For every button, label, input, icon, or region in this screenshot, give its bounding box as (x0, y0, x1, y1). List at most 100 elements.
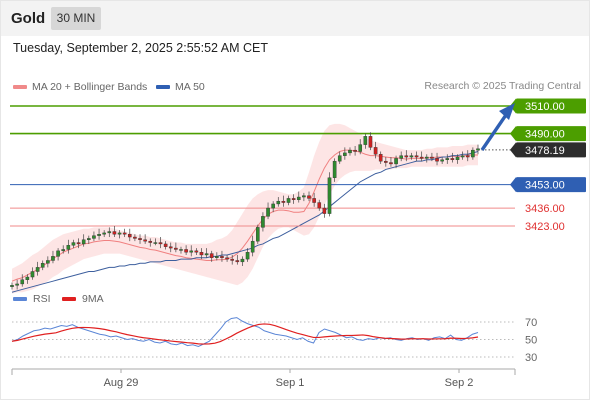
candle-body (168, 246, 173, 249)
candle-body (30, 271, 35, 278)
rsi-ma-swatch-icon (62, 297, 76, 301)
rsi-line (11, 317, 479, 348)
header-bar: Gold 30 MIN (0, 0, 590, 36)
candle-body (337, 155, 342, 162)
candle-body (51, 256, 55, 261)
candle-body (220, 256, 224, 258)
rsi-tick-label: 50 (525, 335, 537, 347)
candle-body (230, 258, 234, 261)
candle-body (56, 250, 60, 257)
candle-body (76, 242, 81, 245)
bollinger-band (12, 123, 478, 294)
candle-body (435, 158, 439, 162)
candle-body (133, 236, 137, 239)
candle-body (66, 245, 71, 250)
candle-body (35, 267, 40, 272)
candle-body (240, 258, 245, 263)
candle-body (476, 148, 480, 151)
x-axis-label: Sep 2 (445, 377, 474, 389)
support-label: 3436.00 (525, 203, 565, 215)
candle-body (204, 253, 209, 256)
candle-body (15, 283, 19, 286)
candle-body (245, 252, 250, 260)
candle-body (138, 238, 142, 240)
candle-body (343, 152, 347, 156)
rsi-ma-line (11, 323, 479, 345)
candle-body (97, 234, 101, 236)
candle-body (250, 240, 255, 253)
projection-arrow-shaft (480, 111, 510, 151)
candle-body (189, 250, 194, 253)
timeframe-badge[interactable]: 30 MIN (51, 7, 101, 30)
level-badge (516, 98, 586, 114)
candle-body (10, 285, 14, 287)
candle-body (465, 155, 470, 158)
candle-body (271, 203, 275, 209)
candle-body (471, 149, 475, 158)
ma20-swatch-icon (13, 85, 27, 90)
candle-body (302, 195, 306, 198)
level-badge-label: 3490.00 (525, 129, 565, 141)
candle-body (394, 158, 398, 165)
ma50-swatch-icon (156, 85, 170, 90)
candle-body (61, 249, 66, 252)
legend-ma50-label: MA 50 (175, 81, 205, 93)
candle-body (209, 253, 214, 258)
candle-body (199, 252, 204, 256)
candle-body (317, 202, 322, 209)
candle-body (363, 136, 368, 145)
candle-body (184, 249, 188, 253)
rsi-tick-label: 70 (525, 317, 537, 329)
candle-body (40, 263, 45, 268)
legend-ma50: MA 50 (156, 80, 205, 94)
candle-body (414, 155, 419, 158)
level-badge-pointer (510, 126, 516, 142)
candle-body (174, 247, 178, 250)
candle-body (307, 195, 311, 199)
candle-body (81, 239, 86, 245)
candle-body (450, 158, 455, 160)
candle-body (194, 250, 199, 253)
candle-body (225, 257, 229, 260)
candle-body (322, 207, 327, 214)
candle-body (281, 200, 286, 203)
rsi-swatch-icon (13, 297, 27, 301)
rsi-ma-legend-label: 9MA (82, 293, 104, 305)
candle-body (235, 260, 240, 263)
candle-body (312, 198, 316, 203)
legend-ma20: MA 20 + Bollinger Bands (13, 80, 147, 94)
candle-body (419, 156, 424, 159)
candle-body (20, 279, 25, 285)
candle-body (46, 260, 50, 264)
candle-body (327, 177, 332, 214)
level-badge-label: 3478.19 (525, 145, 565, 157)
rsi-legend-label: RSI (33, 293, 51, 305)
candle-body (348, 149, 352, 154)
level-badge-pointer (510, 142, 516, 158)
candle-body (179, 249, 183, 251)
candle-body (409, 155, 414, 158)
candle-body (112, 231, 117, 235)
candle-body (266, 207, 270, 217)
candle-body (389, 162, 393, 165)
ma50-line (11, 151, 479, 293)
projection-arrow-icon (499, 103, 515, 120)
candle-body (261, 216, 265, 228)
candle-body (153, 242, 158, 244)
candle-body (127, 234, 132, 238)
rsi-tick-label: 30 (525, 352, 537, 364)
candle-body (353, 149, 357, 152)
level-badge (516, 142, 586, 158)
candle-body (445, 158, 450, 160)
x-axis-label: Sep 1 (276, 377, 305, 389)
candle-body (368, 136, 373, 148)
candle-body (87, 238, 91, 240)
candle-body (430, 156, 434, 159)
candle-body (296, 196, 301, 200)
candle-body (256, 227, 260, 242)
candle-body (215, 256, 219, 258)
level-badge-label: 3453.00 (525, 180, 565, 192)
candle-body (107, 231, 112, 234)
candle-body (148, 240, 153, 243)
